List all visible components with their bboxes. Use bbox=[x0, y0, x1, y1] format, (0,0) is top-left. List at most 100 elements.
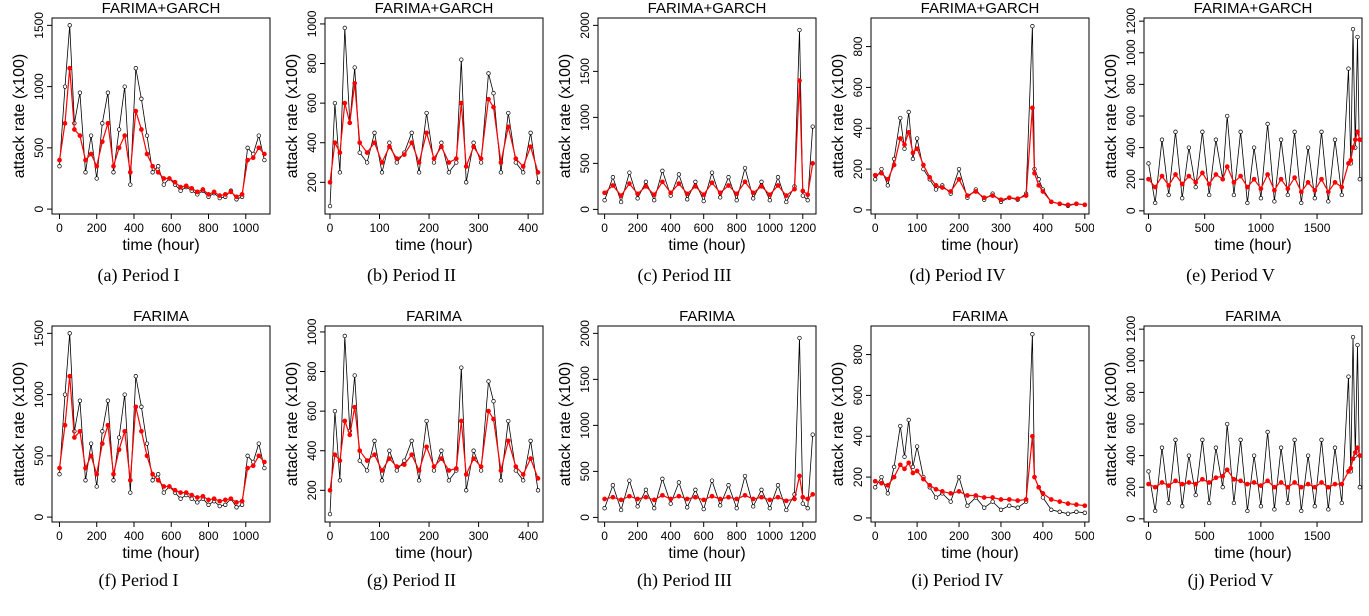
fitted-point bbox=[1285, 186, 1291, 192]
fitted-series-line bbox=[329, 83, 539, 183]
fitted-point bbox=[1179, 181, 1185, 187]
y-tick-label: 600 bbox=[1124, 414, 1138, 434]
fitted-point bbox=[800, 494, 806, 500]
fitted-point bbox=[262, 459, 267, 465]
observed-point bbox=[1082, 510, 1087, 515]
observed-point bbox=[902, 454, 907, 459]
x-axis-label: time (hour) bbox=[941, 237, 1018, 254]
y-tick-label: 200 bbox=[1124, 169, 1138, 189]
observed-point bbox=[1207, 192, 1212, 198]
fitted-point bbox=[1015, 196, 1021, 202]
fitted-point bbox=[1074, 201, 1079, 207]
fitted-point bbox=[1346, 161, 1351, 166]
fitted-point bbox=[879, 170, 884, 176]
fitted-point bbox=[676, 493, 682, 499]
observed-point bbox=[759, 179, 764, 184]
x-tick-label: 1000 bbox=[232, 529, 259, 543]
observed-point bbox=[1166, 500, 1171, 506]
fitted-point bbox=[200, 493, 206, 499]
fitted-point bbox=[62, 120, 68, 126]
observed-series-line bbox=[1148, 29, 1361, 203]
observed-point bbox=[873, 177, 878, 182]
fitted-point bbox=[643, 494, 649, 500]
fitted-series-line bbox=[875, 107, 1085, 206]
fitted-point bbox=[939, 185, 945, 190]
observed-point bbox=[1272, 199, 1277, 204]
fitted-point bbox=[122, 428, 128, 434]
fitted-point bbox=[1065, 501, 1071, 506]
fitted-point bbox=[602, 190, 607, 196]
fitted-point bbox=[775, 183, 781, 188]
x-tick-label: 0 bbox=[1145, 529, 1152, 543]
observed-point bbox=[1285, 192, 1290, 198]
fitted-point bbox=[211, 189, 217, 195]
fitted-point bbox=[463, 472, 469, 477]
y-tick-label: 1500 bbox=[578, 58, 592, 85]
fitted-point bbox=[805, 496, 811, 502]
fitted-point bbox=[1193, 180, 1199, 185]
observed-point bbox=[535, 488, 541, 493]
observed-point bbox=[885, 183, 890, 188]
x-tick-label: 100 bbox=[369, 529, 389, 543]
plot-frame bbox=[51, 17, 271, 215]
fitted-point bbox=[1015, 498, 1021, 503]
fitted-point bbox=[439, 144, 444, 150]
plot-frame bbox=[324, 17, 544, 215]
y-tick-label: 600 bbox=[1124, 106, 1138, 126]
x-tick-label: 800 bbox=[727, 221, 747, 235]
fitted-point bbox=[528, 144, 533, 150]
fitted-point bbox=[250, 463, 256, 469]
chart-title: FARIMA+GARCH bbox=[375, 0, 494, 17]
fitted-point bbox=[88, 151, 94, 157]
y-tick-label: 400 bbox=[1124, 445, 1138, 465]
fitted-point bbox=[144, 151, 150, 157]
fitted-point bbox=[914, 468, 920, 474]
chart-svg: FARIMA+GARCH 0 500 1000 1500 0 200 400 600 800 100… bbox=[1103, 0, 1363, 254]
observed-point bbox=[478, 160, 484, 165]
x-tick-label: 1000 bbox=[232, 221, 259, 235]
observed-point bbox=[1272, 507, 1277, 512]
fitted-point bbox=[965, 193, 970, 198]
x-tick-label: 100 bbox=[907, 221, 927, 235]
observed-point bbox=[751, 196, 756, 201]
x-tick-label: 0 bbox=[327, 221, 334, 235]
fitted-point bbox=[211, 496, 217, 502]
x-tick-label: 400 bbox=[124, 221, 144, 235]
fitted-point bbox=[77, 428, 83, 434]
fitted-point bbox=[498, 160, 504, 165]
fitted-point bbox=[478, 156, 484, 161]
fitted-point bbox=[234, 194, 239, 200]
observed-point bbox=[521, 170, 526, 175]
fitted-point bbox=[1231, 180, 1237, 185]
x-tick-label: 800 bbox=[198, 529, 218, 543]
fitted-point bbox=[446, 468, 452, 473]
observed-point bbox=[1238, 129, 1243, 134]
fitted-point bbox=[783, 193, 789, 198]
y-axis-label: attack rate (x100) bbox=[830, 54, 847, 179]
fitted-point bbox=[805, 192, 811, 198]
fitted-point bbox=[1346, 469, 1351, 474]
observed-point bbox=[1159, 137, 1165, 142]
subfigure-caption: (j) Period V bbox=[1187, 570, 1274, 590]
fitted-point bbox=[1065, 202, 1071, 208]
observed-point bbox=[446, 170, 452, 175]
fitted-point bbox=[810, 161, 816, 166]
fitted-point bbox=[57, 465, 62, 471]
observed-point bbox=[439, 448, 444, 453]
fitted-point bbox=[1357, 137, 1363, 143]
observed-point bbox=[1146, 469, 1151, 474]
observed-point bbox=[1346, 374, 1351, 379]
fitted-point bbox=[1272, 187, 1277, 193]
chart-panel: FARIMA+GARCH 0 200 400 600 800 1000 1200 0 500 100… bbox=[548, 0, 821, 308]
observed-point bbox=[668, 501, 673, 506]
y-axis-label: attack rate (x100) bbox=[557, 54, 574, 179]
y-tick-label: 0 bbox=[32, 205, 46, 212]
observed-point bbox=[342, 333, 347, 339]
fitted-point bbox=[885, 176, 891, 182]
x-tick-label: 400 bbox=[661, 221, 681, 235]
observed-point bbox=[660, 476, 665, 481]
chart-title: FARIMA+GARCH bbox=[102, 0, 221, 17]
x-tick-label: 0 bbox=[56, 221, 63, 235]
x-tick-label: 400 bbox=[518, 529, 538, 543]
fitted-series-line bbox=[875, 436, 1085, 507]
